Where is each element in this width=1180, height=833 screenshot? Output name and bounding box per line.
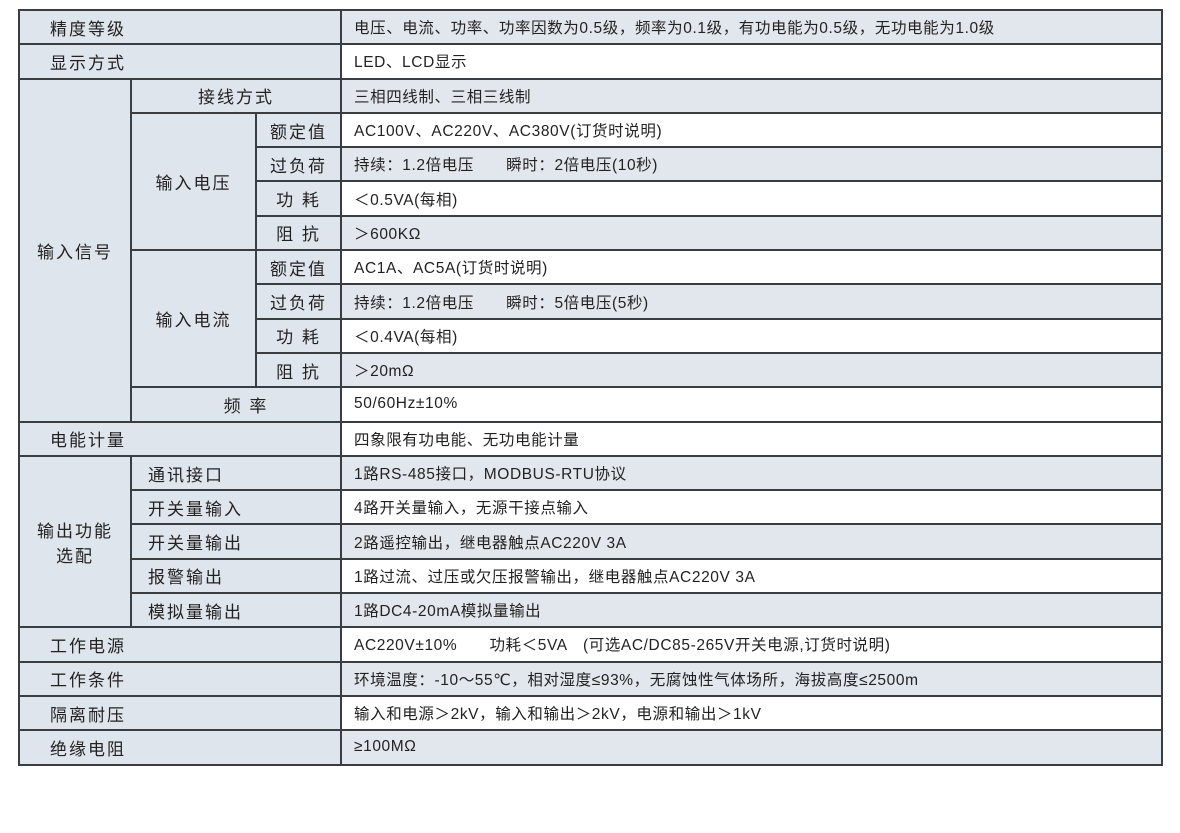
table-row: 隔离耐压 输入和电源＞2kV，输入和输出＞2kV，电源和输出＞1kV (18, 694, 1163, 732)
table-row: 开关量输出 2路遥控输出，继电器触点AC220V 3A (19, 523, 1163, 560)
row-label: 模拟量输出 (130, 592, 342, 629)
table-row: 功 耗 ＜0.4VA(每相) (19, 317, 1163, 354)
table-row: 频 率 50/60Hz±10% (19, 386, 1163, 423)
table-row: 开关量输入 4路开关量输入，无源干接点输入 (19, 489, 1163, 526)
table-row: 报警输出 1路过流、过压或欠压报警输出，继电器触点AC220V 3A (19, 557, 1163, 595)
row-value: 50/60Hz±10% (340, 386, 1163, 423)
row-label: 功 耗 (255, 317, 342, 354)
group-label-line: 输出功能 (37, 521, 113, 541)
row-label: 电能计量 (18, 420, 342, 457)
table-row: 输入电流 额定值 AC1A、AC5A(订货时说明) (19, 249, 1163, 389)
table-row: 输出功能 选配 通讯接口 1路RS-485接口，MODBUS-RTU协议 (18, 454, 1163, 629)
table-row: 输入电压 额定值 AC100V、AC220V、AC380V(订货时说明) (19, 111, 1163, 252)
row-value: 持续：1.2倍电压 瞬时：5倍电压(5秒) (340, 283, 1163, 320)
row-label: 功 耗 (255, 180, 342, 217)
group-label-input-voltage: 输入电压 (130, 111, 257, 252)
row-value: ＞600KΩ (340, 214, 1163, 252)
row-label: 过负荷 (255, 283, 342, 320)
row-value: LED、LCD显示 (340, 43, 1163, 80)
table-row: 输入信号 接线方式 三相四线制、三相三线制 (18, 77, 1163, 423)
row-value: 4路开关量输入，无源干接点输入 (340, 489, 1163, 526)
table-row: 过负荷 持续：1.2倍电压 瞬时：5倍电压(5秒) (19, 283, 1163, 320)
row-label: 绝缘电阻 (18, 729, 342, 766)
table-row: 阻 抗 ＞600KΩ (19, 214, 1163, 252)
row-label: 过负荷 (255, 146, 342, 183)
row-value: 持续：1.2倍电压 瞬时：2倍电压(10秒) (340, 146, 1163, 183)
table-row: 显示方式 LED、LCD显示 (18, 43, 1163, 80)
row-label: 开关量输入 (130, 489, 342, 526)
row-value: ≥100MΩ (340, 729, 1163, 766)
row-value: ＞20mΩ (340, 351, 1163, 389)
row-value: AC220V±10% 功耗＜5VA (可选AC/DC85-265V开关电源,订货… (340, 626, 1163, 663)
row-label: 报警输出 (130, 557, 342, 595)
row-label: 工作条件 (18, 660, 342, 697)
row-label: 接线方式 (130, 77, 342, 114)
table-row: 精度等级 电压、电流、功率、功率因数为0.5级，频率为0.1级，有功电能为0.5… (18, 8, 1163, 46)
table-row: 工作电源 AC220V±10% 功耗＜5VA (可选AC/DC85-265V开关… (18, 626, 1163, 663)
group-label-input-current: 输入电流 (130, 249, 257, 389)
row-value: 1路过流、过压或欠压报警输出，继电器触点AC220V 3A (340, 557, 1163, 595)
row-value: 环境温度：-10～55℃，相对湿度≤93%，无腐蚀性气体场所，海拔高度≤2500… (340, 660, 1163, 697)
table-row: 功 耗 ＜0.5VA(每相) (19, 180, 1163, 217)
row-label: 阻 抗 (255, 351, 342, 389)
table-row: 过负荷 持续：1.2倍电压 瞬时：2倍电压(10秒) (19, 146, 1163, 183)
table-row: 电能计量 四象限有功电能、无功电能计量 (18, 420, 1163, 457)
table-row: 工作条件 环境温度：-10～55℃，相对湿度≤93%，无腐蚀性气体场所，海拔高度… (18, 660, 1163, 697)
row-value: AC100V、AC220V、AC380V(订货时说明) (340, 111, 1163, 149)
row-value: 1路RS-485接口，MODBUS-RTU协议 (340, 454, 1163, 492)
row-value: 电压、电流、功率、功率因数为0.5级，频率为0.1级，有功电能为0.5级，无功电… (340, 8, 1163, 46)
row-value: 2路遥控输出，继电器触点AC220V 3A (340, 523, 1163, 560)
table-row: 阻 抗 ＞20mΩ (19, 351, 1163, 389)
group-label-input-signal: 输入信号 (18, 77, 132, 423)
row-value: ＜0.4VA(每相) (340, 317, 1163, 354)
row-label: 阻 抗 (255, 214, 342, 252)
row-label: 开关量输出 (130, 523, 342, 560)
row-value: 1路DC4-20mA模拟量输出 (340, 592, 1163, 629)
group-label-line: 选配 (56, 546, 94, 566)
row-label: 通讯接口 (130, 454, 342, 492)
row-value: 四象限有功电能、无功电能计量 (340, 420, 1163, 457)
row-label: 频 率 (130, 386, 342, 423)
group-label-output: 输出功能 选配 (18, 454, 132, 629)
row-value: AC1A、AC5A(订货时说明) (340, 249, 1163, 286)
row-label: 精度等级 (18, 8, 342, 46)
spec-table: 精度等级 电压、电流、功率、功率因数为0.5级，频率为0.1级，有功电能为0.5… (18, 8, 1163, 766)
table-row: 绝缘电阻 ≥100MΩ (18, 729, 1163, 766)
table-row: 模拟量输出 1路DC4-20mA模拟量输出 (19, 592, 1163, 629)
row-value: 三相四线制、三相三线制 (340, 77, 1163, 114)
row-label: 显示方式 (18, 43, 342, 80)
row-label: 隔离耐压 (18, 694, 342, 732)
row-value: 输入和电源＞2kV，输入和输出＞2kV，电源和输出＞1kV (340, 694, 1163, 732)
row-value: ＜0.5VA(每相) (340, 180, 1163, 217)
row-label: 工作电源 (18, 626, 342, 663)
row-label: 额定值 (255, 111, 342, 149)
row-label: 额定值 (255, 249, 342, 286)
